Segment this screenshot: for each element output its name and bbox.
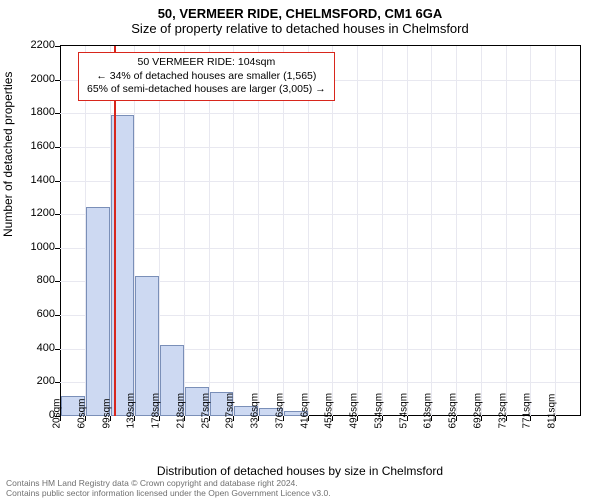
gridline-v: [382, 46, 383, 416]
ytick-label: 200: [37, 375, 55, 387]
ytick-label: 1800: [31, 106, 55, 118]
attribution-line2: Contains public sector information licen…: [6, 489, 331, 498]
ytick-label: 2000: [31, 73, 55, 85]
gridline-v: [506, 46, 507, 416]
ytick-label: 600: [37, 308, 55, 320]
ytick-label: 1600: [31, 140, 55, 152]
gridline-v: [233, 46, 234, 416]
ytick-label: 1400: [31, 174, 55, 186]
info-box: 50 VERMEER RIDE: 104sqm← 34% of detached…: [78, 52, 335, 101]
ytick-mark: [55, 147, 60, 148]
ytick-mark: [55, 214, 60, 215]
chart-title-main: 50, VERMEER RIDE, CHELMSFORD, CM1 6GA: [0, 0, 600, 21]
ytick-mark: [55, 248, 60, 249]
gridline-v: [456, 46, 457, 416]
gridline-h: [60, 113, 580, 114]
gridline-v: [332, 46, 333, 416]
ytick-mark: [55, 46, 60, 47]
gridline-h: [60, 214, 580, 215]
ytick-mark: [55, 349, 60, 350]
ytick-mark: [55, 181, 60, 182]
info-line2: ← 34% of detached houses are smaller (1,…: [87, 70, 326, 84]
x-axis-label: Distribution of detached houses by size …: [0, 464, 600, 478]
property-marker-line: [114, 46, 116, 416]
gridline-v: [283, 46, 284, 416]
gridline-v: [431, 46, 432, 416]
plot-area: 50 VERMEER RIDE: 104sqm← 34% of detached…: [60, 45, 581, 416]
info-line3: 65% of semi-detached houses are larger (…: [87, 83, 326, 97]
histogram-bar: [86, 207, 110, 416]
gridline-v: [530, 46, 531, 416]
attribution: Contains HM Land Registry data © Crown c…: [6, 479, 331, 498]
ytick-label: 800: [37, 274, 55, 286]
gridline-v: [481, 46, 482, 416]
ytick-label: 400: [37, 342, 55, 354]
gridline-v: [184, 46, 185, 416]
ytick-label: 1000: [31, 241, 55, 253]
ytick-label: 2200: [31, 39, 55, 51]
ytick-mark: [55, 281, 60, 282]
y-axis-label: Number of detached properties: [1, 72, 15, 237]
gridline-v: [209, 46, 210, 416]
ytick-mark: [55, 80, 60, 81]
gridline-v: [407, 46, 408, 416]
y-axis: [60, 46, 61, 416]
gridline-h: [60, 147, 580, 148]
gridline-v: [258, 46, 259, 416]
chart-container: 50, VERMEER RIDE, CHELMSFORD, CM1 6GA Si…: [0, 0, 600, 500]
ytick-mark: [55, 315, 60, 316]
gridline-h: [60, 181, 580, 182]
info-line1: 50 VERMEER RIDE: 104sqm: [87, 56, 326, 70]
ytick-label: 1200: [31, 207, 55, 219]
ytick-mark: [55, 113, 60, 114]
gridline-v: [308, 46, 309, 416]
chart-title-sub: Size of property relative to detached ho…: [0, 21, 600, 36]
gridline-v: [357, 46, 358, 416]
gridline-v: [555, 46, 556, 416]
ytick-mark: [55, 382, 60, 383]
gridline-h: [60, 248, 580, 249]
